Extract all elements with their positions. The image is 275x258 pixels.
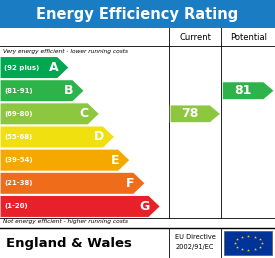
Text: Very energy efficient - lower running costs: Very energy efficient - lower running co… <box>3 50 128 54</box>
Text: Potential: Potential <box>230 33 267 42</box>
Bar <box>0 0 275 28</box>
Polygon shape <box>0 172 145 194</box>
Text: (69-80): (69-80) <box>4 111 32 117</box>
Text: (81-91): (81-91) <box>4 88 33 94</box>
Text: (92 plus): (92 plus) <box>4 64 39 71</box>
Bar <box>0 28 275 46</box>
Polygon shape <box>0 103 100 125</box>
Text: A: A <box>49 61 59 74</box>
Text: 2002/91/EC: 2002/91/EC <box>176 244 214 250</box>
Text: Not energy efficient - higher running costs: Not energy efficient - higher running co… <box>3 220 128 224</box>
Text: Energy Efficiency Rating: Energy Efficiency Rating <box>36 6 238 21</box>
Text: E: E <box>111 154 119 167</box>
Polygon shape <box>0 80 84 102</box>
Text: G: G <box>140 200 150 213</box>
Polygon shape <box>222 82 274 100</box>
Text: (55-68): (55-68) <box>4 134 32 140</box>
Bar <box>0 228 275 258</box>
Polygon shape <box>0 195 160 217</box>
Text: 78: 78 <box>181 107 199 120</box>
Text: (21-38): (21-38) <box>4 180 32 186</box>
Polygon shape <box>0 126 115 148</box>
Text: C: C <box>80 107 89 120</box>
Text: 81: 81 <box>234 84 252 97</box>
Text: EU Directive: EU Directive <box>175 234 216 240</box>
Text: F: F <box>126 177 134 190</box>
Polygon shape <box>0 149 130 171</box>
Polygon shape <box>170 105 220 123</box>
Bar <box>224 231 272 255</box>
Text: (39-54): (39-54) <box>4 157 33 163</box>
Text: England & Wales: England & Wales <box>6 237 132 249</box>
Text: Current: Current <box>179 33 211 42</box>
Polygon shape <box>0 57 69 79</box>
Text: B: B <box>64 84 74 97</box>
Text: D: D <box>94 131 104 143</box>
Text: (1-20): (1-20) <box>4 203 28 209</box>
